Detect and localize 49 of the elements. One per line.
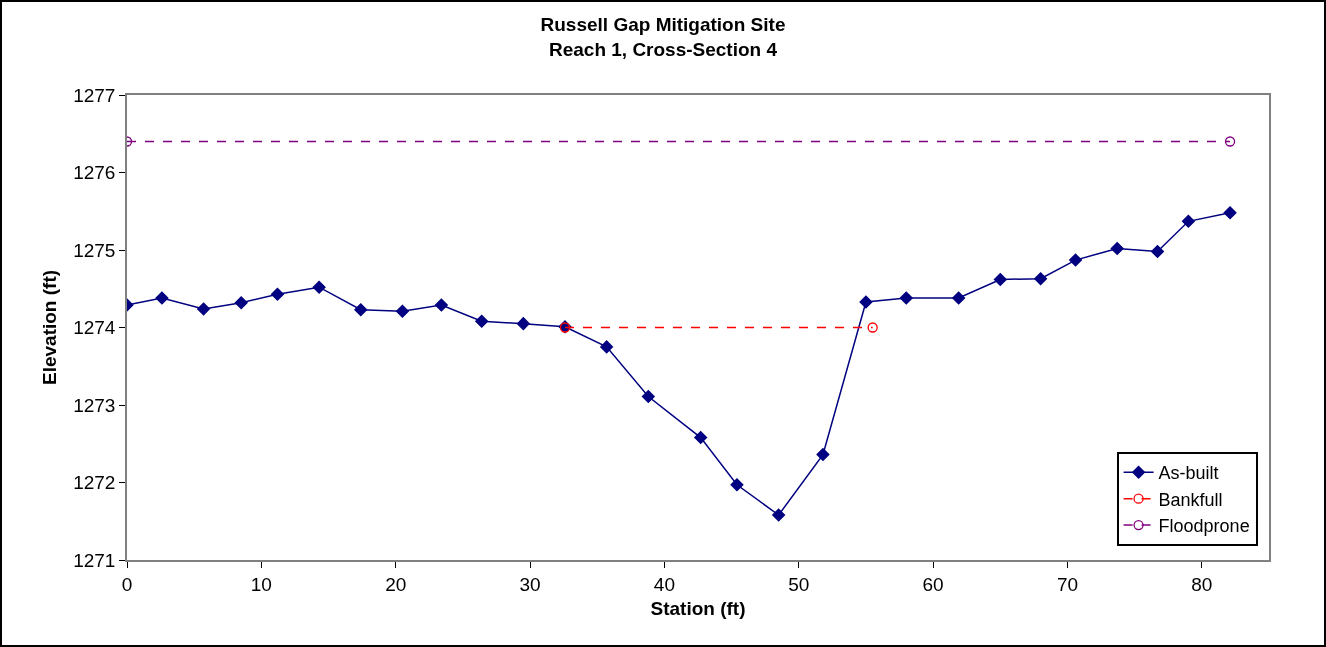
point: [641, 389, 655, 403]
point: [1181, 214, 1195, 228]
point: [993, 272, 1007, 286]
x-tick-label: 60: [922, 573, 944, 595]
point: [1110, 241, 1124, 255]
chart-title: Russell Gap Mitigation Site Reach 1, Cross-Section 4: [540, 13, 786, 60]
x-tick-label: 40: [653, 573, 675, 595]
point: [600, 340, 614, 354]
point: [270, 287, 284, 301]
x-tick-label: 50: [788, 573, 810, 595]
point: [1034, 272, 1048, 286]
y-tick-label: 1273: [73, 394, 116, 416]
point: [395, 304, 409, 318]
point: [155, 291, 169, 305]
point: [816, 448, 830, 462]
point: [475, 314, 489, 328]
point: [234, 296, 248, 310]
legend-label: Floodprone: [1158, 516, 1250, 537]
y-tick-label: 1271: [73, 549, 116, 571]
point: [197, 302, 211, 316]
x-tick-label: 70: [1056, 573, 1079, 595]
point: [312, 280, 326, 294]
point: [434, 298, 448, 312]
point: [694, 431, 708, 445]
y-tick-label: 1274: [73, 317, 116, 339]
legend-label: Bankfull: [1158, 489, 1223, 510]
y-tick-label: 1272: [73, 472, 116, 494]
point: [952, 291, 966, 305]
point: [1223, 206, 1237, 220]
point: [1069, 253, 1083, 267]
point: [899, 291, 913, 305]
y-tick-label: 1277: [73, 84, 116, 106]
x-tick-label: 30: [519, 573, 541, 595]
x-tick-label: 0: [121, 573, 133, 595]
point: [859, 295, 873, 309]
y-tick-label: 1276: [73, 162, 116, 184]
legend-label: As-built: [1158, 463, 1219, 484]
point: [1150, 245, 1164, 259]
y-tick-label: 1275: [73, 239, 116, 261]
point: [354, 303, 368, 317]
point: [772, 508, 786, 522]
x-tick-label: 20: [385, 573, 407, 595]
x-axis-title: Station (ft): [650, 597, 746, 619]
x-tick-label: 10: [250, 573, 272, 595]
x-tick-label: 80: [1191, 573, 1213, 595]
y-axis-title: Elevation (ft): [38, 269, 60, 386]
point: [867, 322, 878, 333]
point: [730, 478, 744, 492]
point: [516, 317, 530, 331]
